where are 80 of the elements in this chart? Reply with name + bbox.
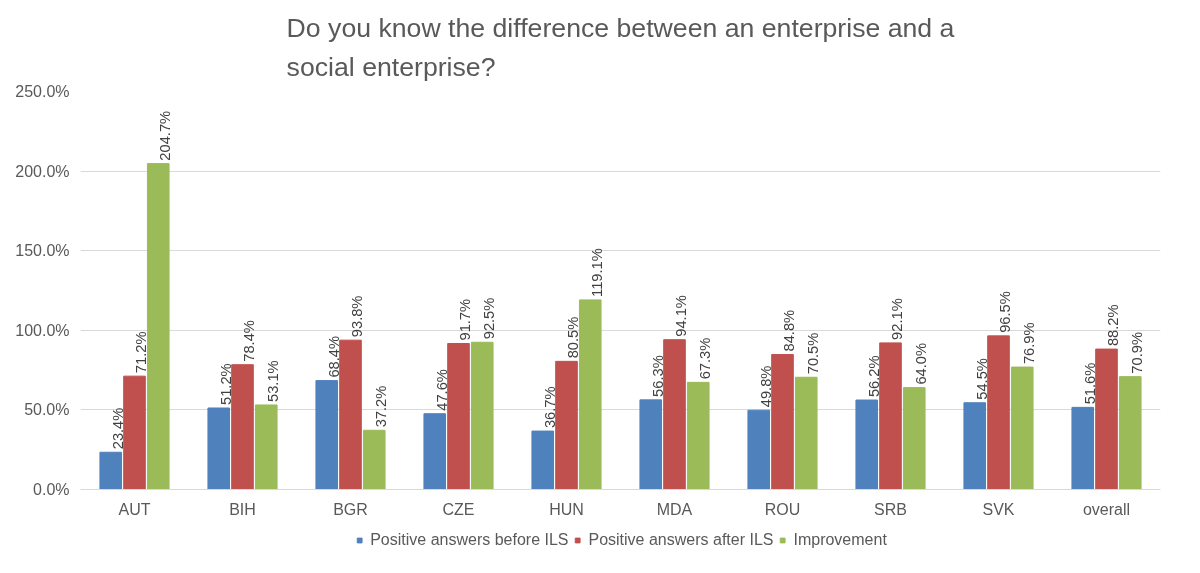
bar	[902, 387, 926, 490]
data-label: 84.8%	[781, 309, 798, 352]
data-label: 94.1%	[673, 295, 690, 337]
data-label: 70.9%	[1129, 332, 1146, 374]
data-label: 23.4%	[109, 407, 126, 450]
data-label: 56.3%	[649, 355, 666, 397]
bar	[578, 299, 602, 490]
bar	[99, 451, 123, 490]
y-tick-label: 0.0%	[33, 481, 70, 498]
data-label: 204.7%	[157, 110, 174, 161]
bar	[1118, 376, 1142, 490]
bar	[1010, 366, 1034, 490]
bar	[146, 163, 170, 490]
data-label: 37.2%	[373, 385, 390, 428]
bar	[207, 407, 231, 490]
data-label: 80.5%	[565, 316, 582, 359]
legend-label: Positive answers after ILS	[588, 531, 774, 549]
x-tick-label: BGR	[333, 500, 368, 518]
bar	[339, 339, 362, 490]
bar	[231, 364, 254, 490]
bar	[771, 354, 794, 490]
bar	[254, 404, 278, 490]
y-tick-label: 150.0%	[15, 242, 70, 260]
bar	[555, 360, 578, 490]
bar	[447, 343, 470, 490]
x-tick-label: SRB	[874, 500, 907, 518]
data-label: 53.1%	[265, 360, 282, 402]
data-label: 64.0%	[913, 343, 930, 385]
bar	[123, 375, 146, 490]
y-tick-label: 50.0%	[24, 401, 70, 419]
data-label: 36.7%	[541, 386, 558, 429]
data-label: 96.5%	[997, 291, 1014, 333]
bar	[1071, 406, 1095, 490]
bar	[470, 341, 494, 490]
bar	[794, 376, 818, 490]
x-tick-label: ROU	[764, 500, 801, 518]
x-tick-label: AUT	[118, 500, 151, 518]
data-label: 70.5%	[805, 332, 822, 375]
bar	[1095, 348, 1118, 490]
bar	[639, 399, 663, 490]
data-label: 54.5%	[973, 358, 990, 400]
bar	[423, 413, 447, 490]
x-tick-label: SVK	[982, 500, 1015, 518]
data-label: 92.1%	[889, 298, 906, 340]
x-tick-label: BIH	[229, 500, 256, 518]
chart-title: Do you know the difference between an enterprise and a social enterprise?	[286, 12, 955, 82]
legend-label: Improvement	[793, 531, 887, 549]
data-label: 76.9%	[1021, 322, 1038, 365]
data-label: 49.8%	[757, 365, 774, 408]
y-tick-label: 100.0%	[15, 321, 70, 339]
data-label: 47.6%	[433, 369, 450, 411]
data-label: 92.5%	[481, 297, 498, 340]
data-label: 71.2%	[133, 331, 150, 374]
y-tick-label: 200.0%	[15, 162, 70, 180]
bar	[531, 430, 555, 490]
data-label: 56.2%	[865, 355, 882, 398]
data-label: 68.4%	[325, 336, 342, 378]
bar	[747, 409, 771, 490]
x-tick-label: overall	[1082, 500, 1131, 518]
bar	[963, 402, 987, 490]
bar	[362, 429, 386, 490]
x-tick-label: HUN	[549, 500, 584, 518]
legend-label: Positive answers before ILS	[370, 531, 569, 549]
bar	[315, 380, 339, 490]
bar	[879, 342, 902, 490]
data-label: 67.3%	[697, 337, 714, 380]
data-label: 78.4%	[241, 320, 258, 362]
data-label: 93.8%	[349, 295, 366, 338]
bar	[686, 381, 710, 490]
data-label: 91.7%	[457, 298, 474, 341]
bar	[663, 339, 686, 490]
data-label: 51.6%	[1081, 362, 1098, 405]
bar	[855, 399, 879, 490]
x-tick-label: MDA	[656, 500, 693, 518]
x-tick-label: CZE	[442, 500, 475, 518]
y-tick-label: 250.0%	[15, 83, 70, 100]
data-label: 119.1%	[589, 248, 606, 297]
data-label: 88.2%	[1105, 304, 1122, 347]
bar	[987, 335, 1010, 490]
data-label: 51.2%	[217, 363, 234, 405]
